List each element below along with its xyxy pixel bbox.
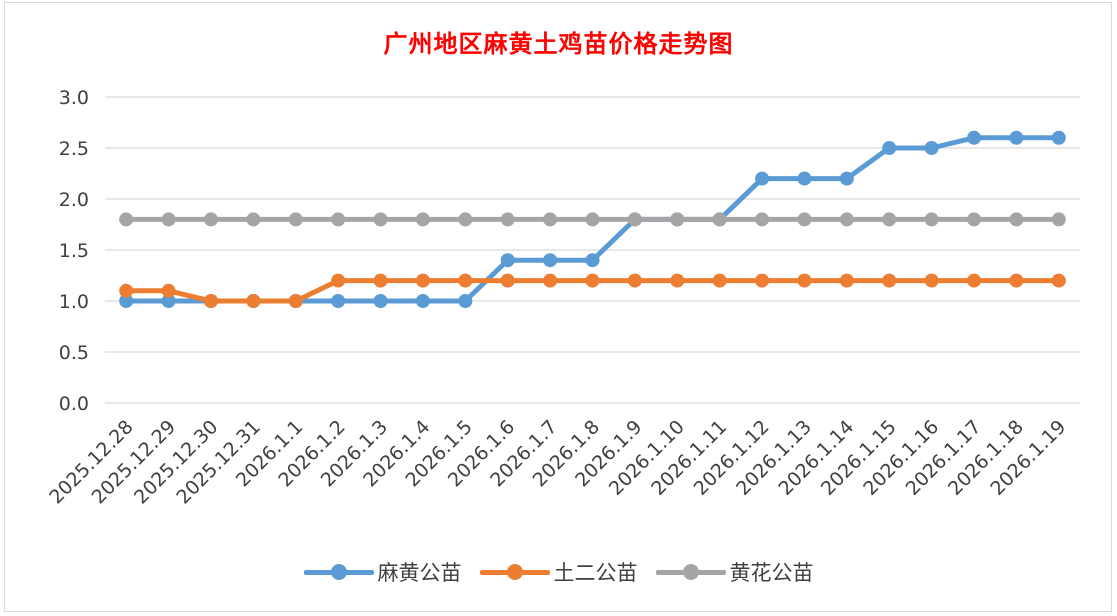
data-point-s1-19 <box>924 273 939 288</box>
data-point-s2-2 <box>203 212 218 227</box>
data-point-s2-19 <box>924 212 939 227</box>
y-tick-label: 1.0 <box>59 291 89 313</box>
y-tick-label: 2.0 <box>59 189 89 211</box>
data-point-s1-11 <box>585 273 600 288</box>
data-point-s1-6 <box>373 273 388 288</box>
data-point-s0-5 <box>331 294 346 308</box>
data-point-s1-21 <box>1009 273 1024 288</box>
data-point-s1-16 <box>797 273 812 288</box>
chart-frame <box>4 2 1112 612</box>
data-point-s2-21 <box>1009 212 1024 227</box>
data-point-s0-10 <box>543 253 558 268</box>
data-point-s0-9 <box>500 253 515 268</box>
data-point-s0-21 <box>1009 130 1024 145</box>
data-point-s1-1 <box>161 283 176 298</box>
data-point-s0-20 <box>967 130 982 145</box>
data-point-s0-15 <box>755 171 770 186</box>
data-point-s2-15 <box>755 212 770 227</box>
data-point-s0-0 <box>119 294 134 308</box>
data-point-s2-22 <box>1051 212 1066 227</box>
data-point-s1-9 <box>500 273 515 288</box>
data-point-s0-19 <box>924 141 939 155</box>
data-point-s2-4 <box>288 212 303 227</box>
data-point-s0-17 <box>839 171 854 186</box>
data-point-s1-14 <box>712 273 727 288</box>
data-point-s2-9 <box>500 212 515 227</box>
data-point-s1-12 <box>627 273 642 288</box>
y-tick-label: 2.5 <box>59 138 89 160</box>
data-point-s0-1 <box>161 294 176 308</box>
data-point-s1-20 <box>967 273 982 288</box>
data-point-s1-17 <box>839 273 854 288</box>
y-axis-ticks: 0.0 0.5 1.0 1.5 2.0 2.5 3.0 <box>59 87 89 415</box>
data-point-s2-6 <box>373 212 388 227</box>
legend-label: 麻黄公苗 <box>377 561 462 585</box>
data-point-s1-7 <box>415 273 430 288</box>
data-point-s2-1 <box>161 212 176 227</box>
data-point-s2-12 <box>627 212 642 227</box>
data-point-s2-17 <box>839 212 854 227</box>
data-point-s1-22 <box>1051 273 1066 288</box>
data-point-s2-16 <box>797 212 812 227</box>
data-point-s0-18 <box>882 141 897 155</box>
data-point-s2-3 <box>246 212 261 227</box>
data-point-s0-16 <box>797 171 812 186</box>
series-points <box>119 130 1066 308</box>
data-point-s1-5 <box>331 273 346 288</box>
data-point-s0-6 <box>373 294 388 308</box>
legend-marker <box>479 562 550 582</box>
data-point-s1-4 <box>288 294 303 308</box>
data-point-s2-20 <box>967 212 982 227</box>
x-axis-ticks: 2025.12.282025.12.292025.12.302025.12.31… <box>45 416 1070 508</box>
data-point-s0-7 <box>415 294 430 308</box>
data-point-s2-8 <box>458 212 473 227</box>
data-point-s2-14 <box>712 212 727 227</box>
legend-label: 黄花公苗 <box>729 561 814 585</box>
data-point-s2-5 <box>331 212 346 227</box>
data-point-s2-10 <box>543 212 558 227</box>
data-point-s1-2 <box>203 294 218 308</box>
legend-marker <box>655 562 726 582</box>
data-point-s1-8 <box>458 273 473 288</box>
data-point-s2-7 <box>415 212 430 227</box>
data-point-s1-3 <box>246 294 261 308</box>
data-point-s1-15 <box>755 273 770 288</box>
chart-title: 广州地区麻黄土鸡苗价格走势图 <box>383 29 734 58</box>
data-point-s1-13 <box>670 273 685 288</box>
data-point-s0-8 <box>458 294 473 308</box>
data-point-s2-11 <box>585 212 600 227</box>
y-tick-label: 1.5 <box>59 240 89 262</box>
legend-item-0: 麻黄公苗 <box>303 557 462 587</box>
chart-legend: 麻黄公苗 土二公苗 黄花公苗 <box>0 557 1117 587</box>
y-tick-label: 0.0 <box>59 393 89 415</box>
legend-item-2: 黄花公苗 <box>655 557 814 587</box>
legend-label: 土二公苗 <box>553 561 638 585</box>
y-tick-label: 3.0 <box>59 87 89 109</box>
data-point-s2-18 <box>882 212 897 227</box>
data-point-s1-18 <box>882 273 897 288</box>
y-tick-label: 0.5 <box>59 342 89 364</box>
legend-marker <box>303 562 374 582</box>
data-point-s0-11 <box>585 253 600 268</box>
data-point-s1-10 <box>543 273 558 288</box>
legend-item-1: 土二公苗 <box>479 557 638 587</box>
data-point-s2-0 <box>119 212 134 227</box>
data-point-s1-0 <box>119 283 134 298</box>
data-point-s0-22 <box>1051 130 1066 145</box>
data-point-s2-13 <box>670 212 685 227</box>
